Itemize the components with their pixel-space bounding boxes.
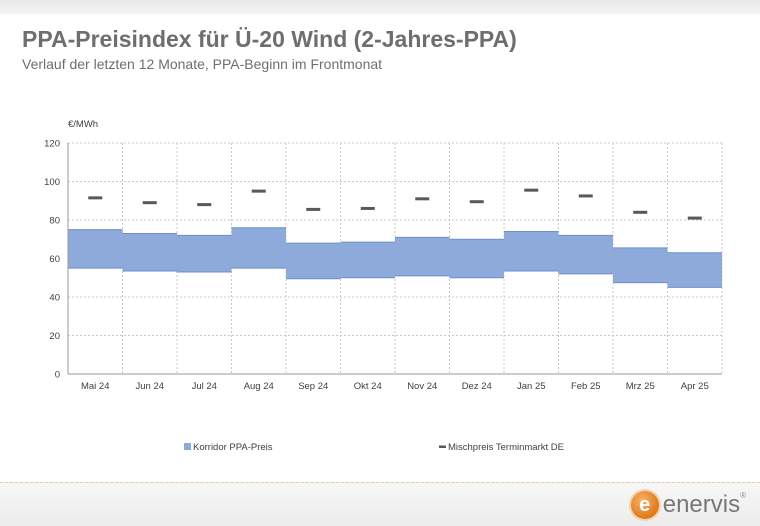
x-tick-label: Jan 25 bbox=[517, 381, 546, 392]
price-marker bbox=[633, 210, 648, 214]
corridor-bar bbox=[231, 227, 286, 269]
legend-label-corridor: Korridor PPA-Preis bbox=[193, 442, 273, 453]
corridor-bar bbox=[449, 239, 504, 278]
legend: Korridor PPA-Preis Mischpreis Terminmarkt… bbox=[184, 442, 564, 453]
x-tick-label: Sep 24 bbox=[298, 381, 328, 392]
x-tick-label: Jun 24 bbox=[135, 381, 164, 392]
x-tick-label: Feb 25 bbox=[571, 381, 601, 392]
grid-layer bbox=[67, 142, 723, 374]
y-tick-label: 120 bbox=[44, 139, 60, 150]
corridor-bar bbox=[177, 235, 232, 272]
corridor-bar bbox=[558, 235, 613, 274]
x-tick-label: Mai 24 bbox=[81, 381, 110, 392]
y-tick-label: 40 bbox=[49, 293, 60, 304]
corridor-bar bbox=[68, 229, 123, 269]
page-title: PPA-Preisindex für Ü-20 Wind (2-Jahres-P… bbox=[22, 26, 517, 52]
page-subtitle: Verlauf der letzten 12 Monate, PPA-Begin… bbox=[22, 56, 383, 72]
price-marker bbox=[578, 194, 593, 198]
x-tick-label: Jul 24 bbox=[192, 381, 217, 392]
price-marker bbox=[469, 200, 484, 204]
corridor-bar bbox=[613, 247, 668, 283]
legend-swatch-corridor bbox=[184, 443, 191, 450]
legend-swatch-market bbox=[439, 445, 446, 448]
price-marker bbox=[687, 216, 702, 220]
price-marker bbox=[415, 197, 430, 201]
corridor-bar bbox=[504, 231, 559, 272]
x-tick-label: Apr 25 bbox=[681, 381, 709, 392]
enervis-logo: e enervis® bbox=[630, 489, 746, 521]
axes: 0 20 40 60 80 100 120 €/MWh Mai 24 Jun 24 Jul 24 Au… bbox=[44, 119, 722, 392]
x-tick-label: Aug 24 bbox=[244, 381, 274, 392]
corridor-bar bbox=[340, 242, 395, 278]
price-marker bbox=[360, 206, 375, 210]
enervis-logo-icon: e bbox=[630, 491, 659, 519]
x-tick-label: Dez 24 bbox=[462, 381, 492, 392]
y-tick-label: 0 bbox=[55, 370, 60, 381]
corridor-bar bbox=[286, 243, 341, 279]
y-tick-label: 20 bbox=[49, 331, 60, 342]
top-strip bbox=[0, 0, 760, 14]
price-marker bbox=[88, 196, 103, 200]
price-marker bbox=[251, 189, 266, 193]
y-tick-label: 80 bbox=[49, 216, 60, 227]
ppa-price-chart: 0 20 40 60 80 100 120 €/MWh Mai 24 Jun 24 Jul 24 Au… bbox=[44, 119, 723, 453]
corridor-bar bbox=[667, 252, 722, 288]
x-tick-label: Nov 24 bbox=[407, 381, 437, 392]
price-marker bbox=[197, 203, 212, 207]
legend-label-market: Mischpreis Terminmarkt DE bbox=[448, 442, 564, 453]
corridor-bars bbox=[68, 227, 722, 288]
x-tick-label: Mrz 25 bbox=[626, 381, 655, 392]
corridor-bar bbox=[395, 237, 450, 276]
y-tick-label: 100 bbox=[44, 177, 60, 188]
x-tick-label: Okt 24 bbox=[354, 381, 382, 392]
price-marker bbox=[142, 201, 157, 205]
footer: e enervis® bbox=[0, 482, 760, 526]
corridor-bar bbox=[122, 233, 177, 272]
price-marker bbox=[524, 188, 539, 192]
price-markers bbox=[88, 188, 702, 220]
y-tick-label: 60 bbox=[49, 254, 60, 265]
logo-name: enervis bbox=[662, 491, 741, 518]
price-marker bbox=[306, 207, 321, 211]
enervis-logo-text: enervis® bbox=[663, 491, 746, 519]
logo-registered-mark: ® bbox=[740, 491, 746, 500]
y-axis-unit-label: €/MWh bbox=[68, 119, 98, 130]
